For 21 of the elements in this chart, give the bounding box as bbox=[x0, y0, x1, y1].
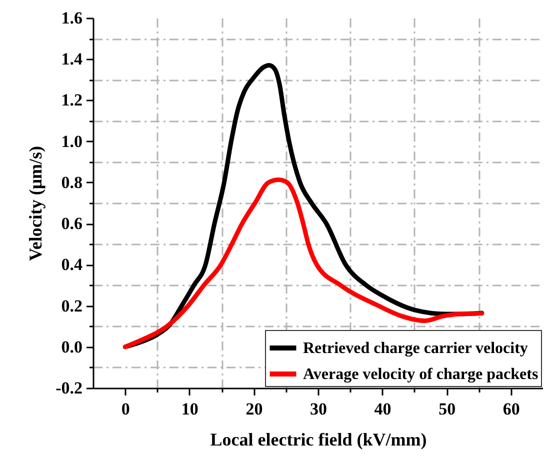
y-tick-label: 0.2 bbox=[61, 296, 82, 316]
y-tick-label: 1.6 bbox=[61, 8, 82, 28]
y-tick-label: 1.4 bbox=[61, 50, 83, 69]
y-tick-label: -0.2 bbox=[56, 378, 82, 398]
x-tick-label: 20 bbox=[246, 400, 263, 418]
y-tick-label: 0.6 bbox=[61, 214, 82, 234]
x-tick-label: 30 bbox=[310, 400, 327, 418]
y-axis-title: Velocity (μm/s) bbox=[26, 146, 46, 262]
x-tick-label: 40 bbox=[374, 400, 392, 418]
x-tick-label: 10 bbox=[181, 400, 198, 418]
y-tick-label: 0.4 bbox=[61, 255, 83, 274]
y-tick-label: 0.8 bbox=[61, 172, 82, 192]
legend-label: Retrieved charge carrier velocity bbox=[303, 340, 528, 357]
y-tick-label: 1.0 bbox=[61, 132, 82, 151]
x-tick-label: 50 bbox=[438, 400, 456, 418]
x-tick-label: 60 bbox=[502, 400, 520, 418]
x-axis-title: Local electric field (kV/mm) bbox=[210, 430, 427, 450]
legend-label: Average velocity of charge packets bbox=[303, 366, 538, 383]
x-tick-label: 0 bbox=[121, 400, 130, 418]
y-tick-label: 1.2 bbox=[61, 90, 82, 110]
y-tick-label: 0.0 bbox=[61, 337, 82, 356]
